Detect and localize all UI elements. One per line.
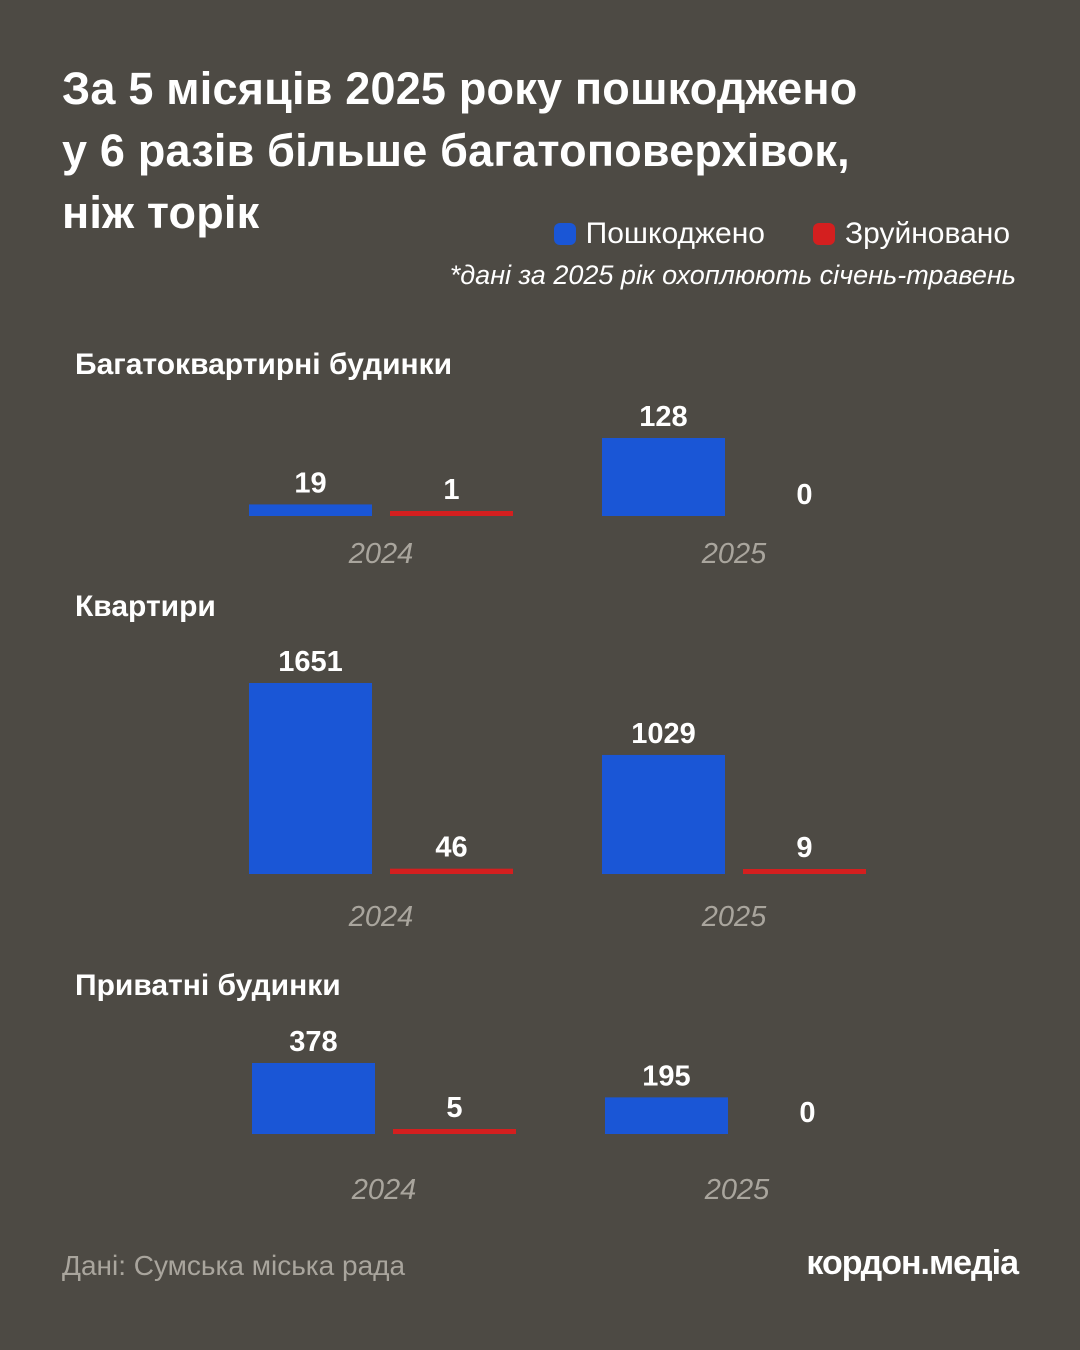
legend-swatch-destroyed	[812, 223, 835, 245]
brand-logo: кордон.медіа	[806, 1244, 1019, 1282]
data-label-destroyed-2024: 46	[435, 832, 467, 864]
data-label-destroyed-2024: 1	[443, 474, 459, 506]
chart-svg: 378 5 2024 195 0 2025	[252, 1026, 816, 1206]
data-label-damaged-2025: 195	[642, 1060, 690, 1092]
data-label-damaged-2025: 128	[639, 401, 687, 433]
data-label-destroyed-2025: 0	[796, 479, 812, 511]
year-label-2024: 2024	[348, 538, 414, 570]
chart-title: Приватні будинки	[75, 969, 341, 1002]
chart-apartment-buildings: Багатоквартирні будинки 19 1 2024 128 0 2025	[0, 348, 1080, 583]
data-label-damaged-2024: 19	[294, 467, 326, 499]
bar-destroyed-2025	[743, 869, 866, 874]
year-label-2024: 2024	[348, 901, 414, 933]
data-label-destroyed-2025: 0	[799, 1097, 815, 1129]
bar-damaged-2024	[249, 683, 372, 874]
title-line-3: ніж торік	[62, 187, 260, 238]
chart-svg: 1651 46 2024 1029 9 2025	[249, 646, 866, 933]
legend: Пошкоджено Зруйновано	[553, 216, 1010, 252]
data-label-damaged-2024: 1651	[278, 646, 343, 678]
legend-swatch-damaged	[553, 223, 576, 245]
bar-damaged-2025	[605, 1097, 728, 1134]
legend-label-damaged: Пошкоджено	[585, 217, 765, 250]
bar-damaged-2025	[602, 754, 725, 874]
data-label-destroyed-2025: 9	[796, 832, 812, 864]
data-label-destroyed-2024: 5	[446, 1092, 462, 1124]
year-label-2025: 2025	[704, 1174, 770, 1206]
legend-label-destroyed: Зруйновано	[844, 217, 1010, 250]
bar-destroyed-2024	[390, 511, 513, 516]
legend-item-damaged: Пошкоджено	[553, 216, 765, 252]
source-credit: Дані: Сумська міська рада	[62, 1250, 406, 1281]
chart-private-houses: Приватні будинки 378 5 2024 195 0 2025	[0, 969, 1080, 1214]
chart-apartments: Квартири 1651 46 2024 1029 9 2025	[0, 590, 1080, 945]
title-line-1: За 5 місяців 2025 року пошкоджено	[62, 63, 858, 114]
chart-svg: 19 1 2024 128 0 2025	[249, 401, 813, 570]
year-label-2025: 2025	[701, 901, 767, 933]
bar-damaged-2024	[249, 504, 372, 516]
year-label-2024: 2024	[351, 1174, 417, 1206]
bar-damaged-2025	[602, 438, 725, 516]
year-label-2025: 2025	[701, 538, 767, 570]
data-note: *дані за 2025 рік охоплюють січень-траве…	[449, 260, 1016, 290]
chart-title: Квартири	[75, 590, 216, 623]
data-label-damaged-2024: 378	[289, 1026, 337, 1058]
bar-destroyed-2024	[393, 1129, 516, 1134]
chart-title: Багатоквартирні будинки	[75, 348, 453, 381]
bar-destroyed-2024	[390, 868, 513, 874]
bar-damaged-2024	[252, 1063, 375, 1134]
data-label-damaged-2025: 1029	[631, 718, 696, 750]
legend-item-destroyed: Зруйновано	[812, 216, 1010, 252]
title-line-2: у 6 разів більше багатоповерхівок,	[62, 125, 850, 176]
page-title: За 5 місяців 2025 року пошкоджено у 6 ра…	[62, 58, 1022, 244]
